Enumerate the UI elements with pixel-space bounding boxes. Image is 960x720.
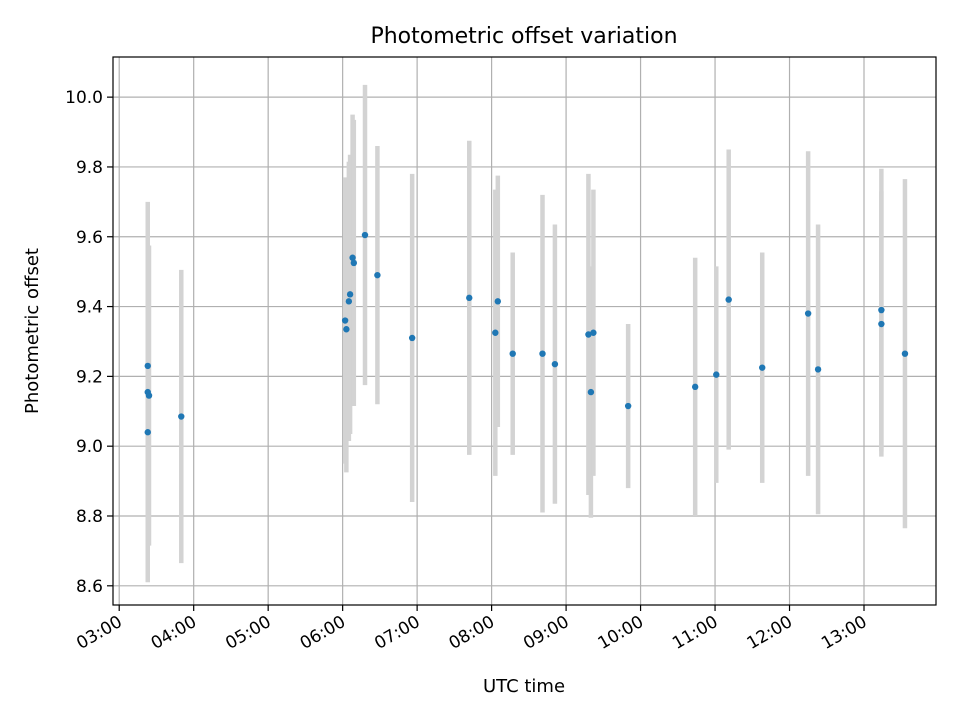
x-axis-ticks: 03:00 04:00 05:00 06:00 07:00 08:00 09:00 10:00… bbox=[73, 605, 871, 654]
y-tick-label: 10.0 bbox=[65, 88, 103, 108]
x-tick-label: 13:00 bbox=[818, 612, 870, 654]
data-point bbox=[590, 329, 597, 336]
data-point bbox=[145, 392, 153, 399]
x-tick-label: 04:00 bbox=[148, 612, 200, 654]
y-tick-label: 8.6 bbox=[76, 577, 103, 597]
data-point bbox=[509, 350, 516, 357]
data-point bbox=[361, 231, 369, 239]
x-axis-label: UTC time bbox=[483, 676, 565, 697]
data-point bbox=[878, 320, 885, 328]
data-point bbox=[178, 413, 185, 420]
x-tick-label: 05:00 bbox=[222, 612, 274, 654]
data-point bbox=[539, 350, 546, 357]
y-tick-label: 9.4 bbox=[76, 298, 103, 318]
data-point bbox=[144, 362, 151, 370]
data-point bbox=[374, 271, 381, 279]
chart-title: Photometric offset variation bbox=[370, 24, 677, 49]
x-tick-label: 06:00 bbox=[297, 612, 349, 654]
data-point bbox=[466, 294, 473, 302]
data-point bbox=[804, 310, 812, 317]
data-point bbox=[341, 317, 349, 324]
data-point bbox=[408, 334, 416, 342]
y-tick-label: 9.2 bbox=[76, 367, 103, 387]
data-point bbox=[492, 329, 499, 336]
y-axis-label: Photometric offset bbox=[22, 248, 43, 414]
x-tick-label: 12:00 bbox=[744, 612, 796, 654]
data-point bbox=[587, 388, 595, 396]
data-point bbox=[346, 291, 354, 298]
grid-lines bbox=[113, 57, 936, 605]
error-bars bbox=[145, 84, 908, 583]
data-point bbox=[713, 371, 720, 378]
y-tick-label: 9.6 bbox=[76, 228, 103, 248]
data-point bbox=[343, 326, 350, 333]
data-point bbox=[901, 350, 909, 357]
data-point bbox=[725, 296, 732, 303]
data-point bbox=[878, 306, 885, 314]
data-point bbox=[814, 366, 822, 373]
data-points bbox=[144, 231, 909, 436]
x-tick-label: 03:00 bbox=[73, 612, 125, 654]
y-tick-label: 9.0 bbox=[76, 437, 103, 457]
data-point bbox=[494, 298, 502, 305]
data-point bbox=[691, 383, 699, 391]
x-tick-label: 11:00 bbox=[669, 612, 721, 654]
data-point bbox=[585, 331, 592, 338]
y-tick-label: 9.8 bbox=[76, 158, 103, 178]
data-point bbox=[551, 360, 559, 368]
data-point bbox=[624, 402, 632, 410]
data-point bbox=[759, 364, 766, 371]
y-tick-label: 8.8 bbox=[76, 507, 103, 527]
plot-frame bbox=[112, 56, 937, 606]
data-point bbox=[345, 298, 353, 305]
x-tick-label: 10:00 bbox=[595, 612, 647, 654]
data-point bbox=[144, 429, 151, 436]
x-tick-label: 07:00 bbox=[371, 612, 423, 654]
data-point bbox=[350, 259, 358, 267]
x-tick-label: 08:00 bbox=[446, 612, 498, 654]
data-point bbox=[349, 254, 356, 261]
x-tick-label: 09:00 bbox=[520, 612, 572, 654]
y-axis-ticks: 8.6 8.8 9.0 9.2 9.4 9.6 9.8 10.0 bbox=[65, 88, 113, 597]
